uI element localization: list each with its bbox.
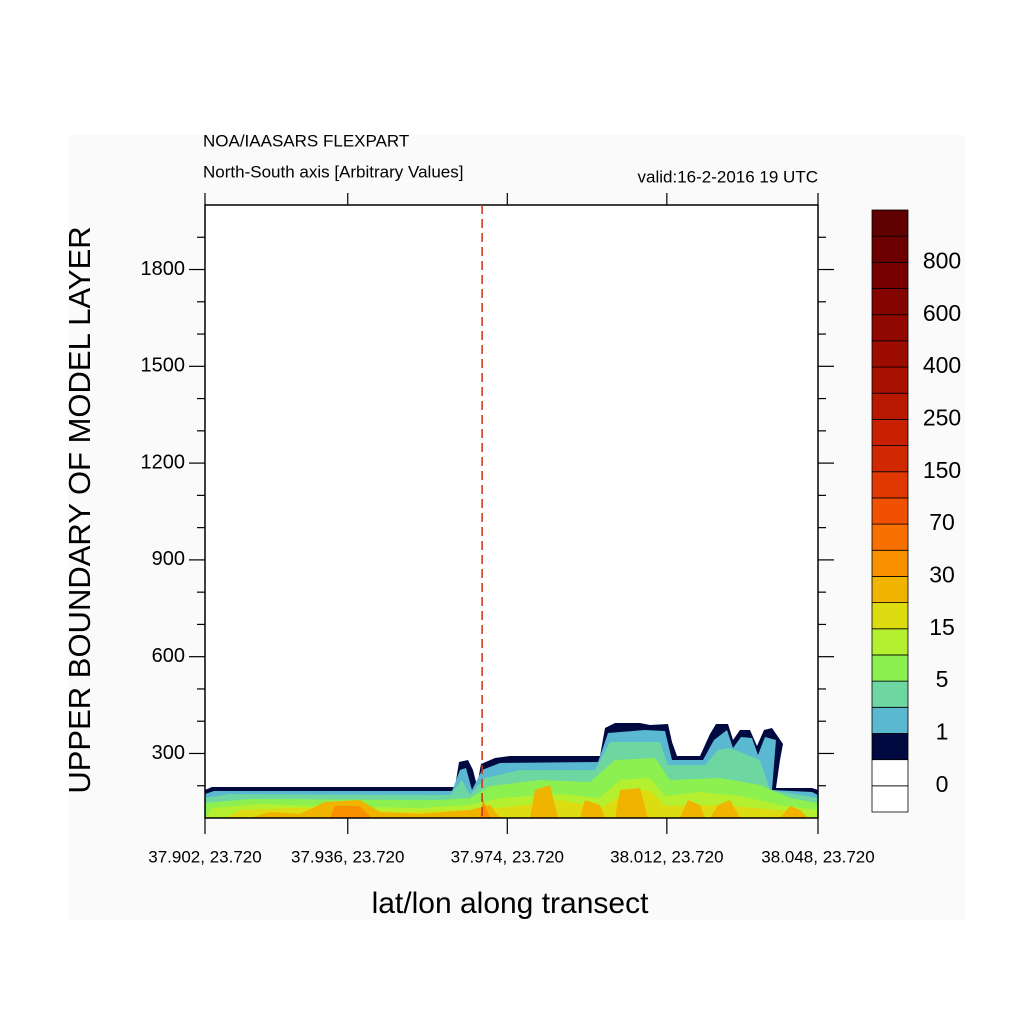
colorbar-swatch <box>871 445 909 473</box>
colorbar-swatch <box>871 654 909 682</box>
colorbar-label: 800 <box>923 247 961 273</box>
colorbar-label: 600 <box>923 300 961 326</box>
colorbar-label: 250 <box>923 404 961 430</box>
colorbar-swatch <box>871 340 909 368</box>
x-axis-label: lat/lon along transect <box>372 887 650 920</box>
y-tick-label: 900 <box>152 548 185 570</box>
colorbar-label: 15 <box>929 614 955 640</box>
colorbar-label: 5 <box>936 666 949 692</box>
x-tick-label: 37.902, 23.720 <box>148 847 261 866</box>
contour-level <box>330 800 490 818</box>
plot-area <box>205 205 818 818</box>
colorbar-swatch <box>871 261 909 289</box>
colorbar-swatch <box>871 706 909 734</box>
colorbar-swatch <box>871 314 909 342</box>
colorbar-swatch <box>871 235 909 263</box>
colorbar-label: 30 <box>929 562 955 588</box>
colorbar-swatch <box>871 523 909 551</box>
colorbar-swatch <box>871 733 909 761</box>
contour-field <box>205 723 818 818</box>
chart-subtitle: North-South axis [Arbitrary Values] <box>203 162 463 181</box>
colorbar-label: 400 <box>923 352 961 378</box>
colorbar-swatch <box>871 680 909 708</box>
y-tick-label: 600 <box>152 645 185 667</box>
x-tick-label: 37.936, 23.720 <box>291 847 404 866</box>
colorbar-swatch <box>871 209 909 237</box>
colorbar-swatch <box>871 497 909 525</box>
plot-frame <box>204 204 819 819</box>
contour-level <box>250 785 808 818</box>
colorbar-swatch <box>871 471 909 499</box>
colorbar-swatch <box>871 785 909 813</box>
chart-title: NOA/IAASARS FLEXPART <box>203 131 409 150</box>
colorbar-label: 70 <box>929 509 955 535</box>
colorbar-swatch <box>871 288 909 316</box>
y-tick-label: 1500 <box>141 355 186 377</box>
colorbar-swatch <box>871 759 909 787</box>
colorbar-swatch <box>871 392 909 420</box>
colorbar-label: 0 <box>936 771 949 797</box>
colorbar-swatch <box>871 549 909 577</box>
colorbar-swatch <box>871 576 909 604</box>
colorbar-swatch <box>871 628 909 656</box>
colorbar-label: 150 <box>923 457 961 483</box>
x-tick-label: 38.012, 23.720 <box>610 847 723 866</box>
y-tick-label: 1800 <box>141 258 186 280</box>
colorbar-swatch <box>871 418 909 446</box>
annotation: valid:16-2-2016 19 UTC <box>638 167 818 186</box>
colorbar-swatch <box>871 602 909 630</box>
x-tick-label: 38.048, 23.720 <box>761 847 874 866</box>
colorbar-label: 1 <box>936 719 949 745</box>
x-tick-label: 37.974, 23.720 <box>451 847 564 866</box>
y-tick-label: 300 <box>152 742 185 764</box>
colorbar-swatch <box>871 366 909 394</box>
y-axis-label: UPPER BOUNDARY OF MODEL LAYER <box>62 226 97 793</box>
y-tick-label: 1200 <box>141 451 186 473</box>
